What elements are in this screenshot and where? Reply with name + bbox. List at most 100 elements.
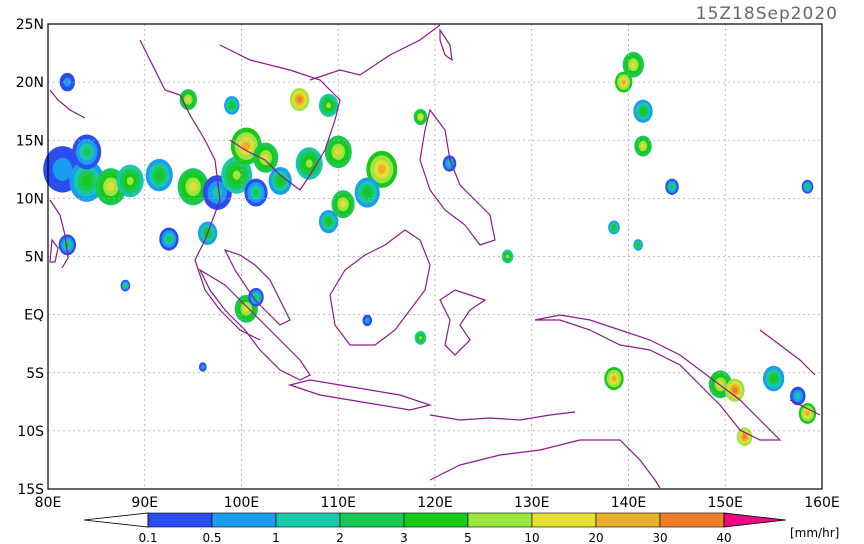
precip-cell	[630, 61, 636, 68]
precip-cell	[63, 77, 72, 87]
precip-cell	[326, 218, 331, 225]
colorbar-tick-label: 3	[400, 531, 408, 544]
precip-cell	[770, 375, 777, 382]
precip-cell	[636, 243, 640, 247]
coastline-java	[287, 379, 433, 411]
colorbar-segment	[403, 512, 469, 528]
latitude-label: 20N	[16, 75, 44, 91]
latitude-label: 5N	[25, 250, 44, 266]
map-frame	[47, 23, 823, 490]
precip-cell	[166, 236, 172, 242]
precip-cell	[640, 143, 646, 149]
longitude-label: 130E	[514, 495, 550, 511]
latitude-label: EQ	[24, 308, 44, 324]
coastline-taiwan	[439, 28, 453, 62]
colorbar-tick-label: 40	[716, 531, 731, 544]
colorbar-segment	[147, 512, 213, 528]
precip-cell	[305, 159, 313, 168]
colorbar-unit-label: [mm/hr]	[790, 526, 839, 540]
coastline-sumatra	[198, 268, 311, 381]
precip-cell	[612, 225, 616, 230]
precip-cell	[805, 410, 810, 417]
coastline-lesser-sunda	[429, 411, 576, 421]
colorbar-tick-label: 30	[652, 531, 667, 544]
precip-cell	[326, 102, 331, 109]
precip-cell	[229, 103, 234, 108]
longitude-label: 140E	[611, 495, 647, 511]
map-grid	[48, 24, 822, 489]
colorbar-tick-label: 2	[336, 531, 344, 544]
precip-cell	[155, 171, 163, 180]
precip-cell-layer	[43, 51, 817, 446]
colorbar-segment	[659, 512, 725, 528]
latitude-label: 5S	[26, 366, 44, 382]
latitude-label: 15S	[17, 482, 44, 498]
coastlines	[49, 24, 821, 489]
precip-cell	[742, 434, 747, 440]
coastline-sri-lanka	[49, 238, 59, 263]
latitude-label: 10N	[16, 191, 44, 207]
colorbar-segment	[467, 512, 533, 528]
longitude-label: 160E	[804, 495, 840, 511]
colorbar-tick-label: 0.5	[202, 531, 221, 544]
precip-cell	[334, 147, 342, 156]
colorbar-segment	[531, 512, 597, 528]
longitude-label: 80E	[35, 495, 62, 511]
coastline-sulawesi	[439, 289, 487, 356]
precip-colorbar: 0.1 0.5 1 2 3 5 10 20 30 40	[83, 512, 787, 544]
coastline-solomons	[759, 329, 821, 416]
precip-cell	[107, 182, 115, 192]
precip-cell	[364, 188, 371, 197]
coastline-myanmar-thailand	[139, 39, 261, 341]
precip-cell	[297, 96, 302, 103]
longitude-label: 90E	[131, 495, 158, 511]
latitude-label: 15N	[16, 133, 44, 149]
colorbar-segment	[595, 512, 661, 528]
coastline-china	[309, 24, 441, 81]
colorbar-tick-label: 0.1	[138, 531, 157, 544]
coastline-philippines	[419, 108, 496, 246]
latitude-label: 10S	[17, 424, 44, 440]
longitude-label: 120E	[417, 495, 453, 511]
map-timestamp: 15Z18Sep2020	[696, 4, 838, 24]
precip-cell	[419, 336, 422, 340]
coastline-indochina	[219, 44, 341, 191]
coastline-borneo	[329, 229, 431, 346]
precip-cell	[242, 141, 251, 151]
precip-cell	[670, 184, 674, 189]
precip-cell	[200, 364, 205, 370]
colorbar-segment	[339, 512, 405, 528]
precip-cell	[795, 392, 801, 400]
precip-cell	[506, 254, 510, 259]
precip-cell	[418, 114, 423, 120]
coastline-malay-peninsula	[223, 248, 291, 326]
colorbar-tick-label: 1	[272, 531, 280, 544]
longitude-label: 110E	[320, 495, 356, 511]
precip-cell	[611, 375, 617, 382]
precip-cell	[806, 185, 809, 189]
colorbar-segment	[211, 512, 277, 528]
coastline-new-guinea	[534, 314, 782, 441]
precip-cell	[364, 317, 370, 324]
precip-cell	[732, 387, 738, 394]
precip-cell	[52, 157, 73, 181]
precip-cell	[640, 108, 646, 115]
precip-cell	[377, 164, 386, 174]
latitude-label: 25N	[16, 17, 44, 33]
precip-cell	[277, 177, 284, 185]
colorbar-overflow-triangle	[723, 512, 787, 528]
coastline-india	[49, 89, 86, 269]
precip-cell	[186, 96, 191, 103]
colorbar-segment	[275, 512, 341, 528]
longitude-label: 100E	[224, 495, 260, 511]
precip-cell	[253, 189, 259, 197]
colorbar-tick-label: 20	[588, 531, 603, 544]
longitude-label: 150E	[707, 495, 743, 511]
colorbar-tick-label: 10	[524, 531, 539, 544]
precip-cell	[189, 182, 197, 192]
latitude-labels: 25N 20N 15N 10N 5N EQ 5S 10S 15S	[16, 17, 44, 498]
precip-cell	[126, 176, 134, 186]
coastline-australia-north	[429, 439, 661, 489]
